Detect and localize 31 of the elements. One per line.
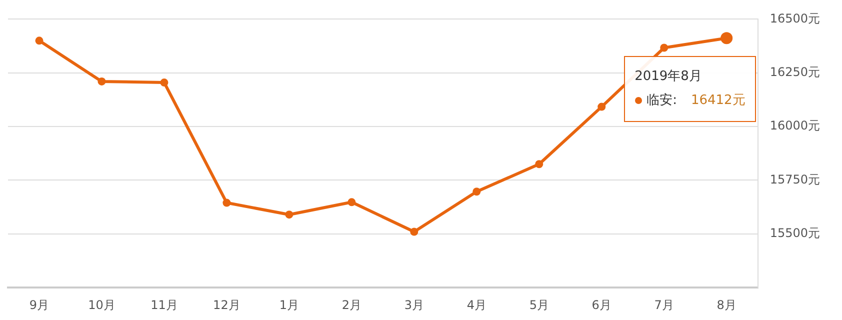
point	[35, 36, 44, 45]
point	[410, 228, 418, 236]
point	[598, 102, 606, 111]
point	[348, 198, 356, 206]
x-tick-label: 9月	[29, 298, 50, 312]
x-tick-label: 4月	[466, 298, 486, 312]
x-tick-label: 5月	[529, 298, 549, 312]
x-tick-label: 1月	[279, 298, 300, 312]
x-tick-label: 6月	[592, 298, 612, 312]
x-tick-label: 10月	[88, 298, 116, 312]
point	[285, 210, 294, 219]
y-tick-label: 15750元	[770, 172, 820, 186]
legend-label: 临安:	[646, 93, 677, 108]
x-tick-label: 2月	[342, 298, 362, 312]
point	[98, 77, 106, 86]
point	[160, 78, 168, 87]
x-tick-label: 3月	[404, 298, 424, 312]
annotation: 2019年8月	[634, 69, 702, 84]
point	[535, 160, 544, 168]
y-tick-label: 15500元	[770, 226, 820, 240]
y-tick-label: 16250元	[770, 65, 820, 80]
annotation: 16412元	[690, 93, 746, 108]
x-tick-label: 11月	[150, 298, 178, 312]
point	[472, 188, 481, 196]
y-tick-label: 16000元	[770, 118, 820, 133]
point	[660, 44, 668, 52]
point	[222, 198, 231, 207]
x-tick-label: 7月	[654, 298, 674, 312]
x-tick-label: 12月	[213, 298, 240, 312]
x-tick-label: 8月	[716, 298, 736, 312]
y-tick-label: 16500元	[770, 11, 820, 26]
